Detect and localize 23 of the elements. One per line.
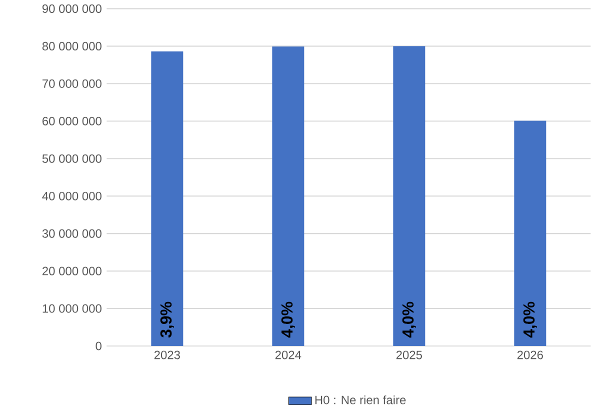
x-tick-label: 2024 <box>275 350 302 360</box>
y-tick-label: 20 000 000 <box>42 266 102 276</box>
y-tick-label: 50 000 000 <box>42 154 102 163</box>
y-tick-label: 60 000 000 <box>42 116 102 126</box>
y-tick-label: 70 000 000 <box>42 79 102 88</box>
annotation: 4,0% <box>402 302 416 338</box>
x-tick-label: 2025 <box>396 350 422 360</box>
y-tick-label: 0 <box>96 342 102 350</box>
x-tick-label: 2026 <box>517 350 543 360</box>
y-tick-label: 30 000 000 <box>42 229 102 238</box>
bar <box>393 46 426 346</box>
legend-label: H0 : Ne rien faire <box>315 395 406 404</box>
bar <box>272 46 304 346</box>
annotation: 3,9% <box>160 302 174 338</box>
y-tick-label: 90 000 000 <box>42 4 102 13</box>
annotation: 4,0% <box>281 302 295 338</box>
y-tick-label: 80 000 000 <box>42 42 102 50</box>
bar <box>514 120 546 346</box>
y-tick-label: 40 000 000 <box>42 192 102 200</box>
y-tick-label: 10 000 000 <box>42 304 102 313</box>
x-tick-label: 2023 <box>154 350 180 360</box>
bar <box>151 51 184 346</box>
annotation: 4,0% <box>523 302 537 338</box>
